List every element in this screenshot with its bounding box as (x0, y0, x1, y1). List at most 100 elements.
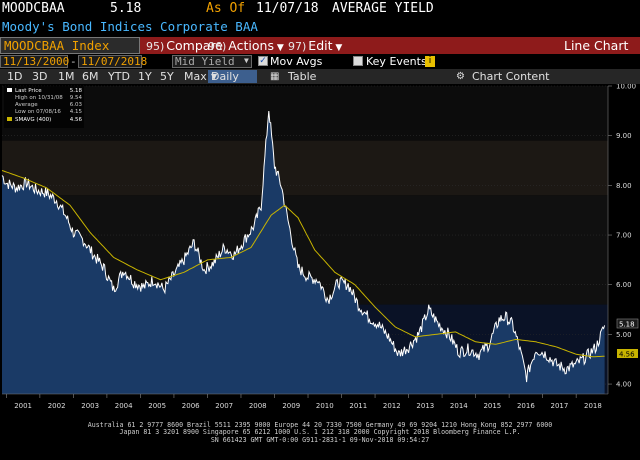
last-price-tag-text: 5.18 (619, 321, 635, 329)
x-tick-label: 2008 (249, 402, 267, 410)
actions-label: Actions (228, 38, 274, 53)
x-tick-label: 2012 (383, 402, 401, 410)
period-5y[interactable]: 5Y (160, 70, 174, 83)
x-tick-label: 2002 (48, 402, 66, 410)
y-tick-label: 4.00 (616, 381, 632, 389)
legend-average-label: Average (15, 102, 38, 108)
actions-number: 96) (208, 40, 227, 53)
chart-content-button[interactable]: Chart Content (472, 70, 550, 83)
price-series-line (1, 110, 606, 383)
compare-label: Compare (166, 38, 223, 53)
table-icon[interactable]: ▦ (270, 71, 280, 82)
x-axis: 2001 2002 2003 2004 2005 2006 2007 2008 2009 2010… (0, 393, 640, 418)
period-1d[interactable]: 1D (7, 70, 23, 83)
field-dropdown-icon[interactable]: ▼ (244, 56, 249, 65)
legend-smavg-value: 4.56 (70, 117, 83, 123)
compare-button[interactable]: 95) Compare (146, 37, 223, 54)
edit-label: Edit (308, 38, 333, 53)
bloomberg-footer: Australia 61 2 9777 8600 Brazil 5511 239… (0, 418, 640, 460)
as-of-label: As Of (206, 1, 246, 16)
header-quote-line: MOODCBAA 5.18 As Of 11/07/18 AVERAGE YIE… (0, 0, 640, 18)
period-1m[interactable]: 1M (58, 70, 75, 83)
x-tick-label: 2018 (584, 402, 602, 410)
legend-high-value: 9.54 (70, 95, 83, 101)
legend-smavg-label: SMAVG (400) (15, 117, 51, 123)
legend-low-label: Low on 07/08/16 (15, 109, 61, 115)
y-tick-label: 5.00 (616, 331, 632, 339)
field-select[interactable]: Mid Yield (172, 55, 252, 68)
security-description: Moody's Bond Indices Corporate BAA (0, 18, 640, 36)
key-events-checkbox[interactable] (353, 56, 363, 66)
x-tick-label: 2017 (550, 402, 568, 410)
legend-low-value: 4.15 (70, 109, 83, 115)
chart-content-icon[interactable]: ⚙ (456, 71, 465, 82)
start-date-input[interactable]: 11/13/2000 (0, 55, 69, 68)
ticker-input[interactable]: MOODCBAA Index (0, 37, 140, 54)
x-tick-label: 2016 (517, 402, 535, 410)
y-tick-label: 8.00 (616, 182, 632, 190)
x-tick-label: 2003 (81, 402, 99, 410)
frequency-dropdown-icon: ▼ (211, 72, 218, 81)
frequency-label: Daily (211, 70, 239, 83)
last-value: 5.18 (110, 1, 142, 16)
frequency-select[interactable]: Daily ▼ (208, 70, 257, 83)
x-tick-label: 2013 (416, 402, 434, 410)
y-tick-label: 7.00 (616, 232, 632, 240)
smavg-tag-text: 4.56 (619, 351, 635, 359)
footer-line-3: SN 661423 GMT GMT-0:00 G911-2831-1 09-No… (210, 435, 430, 444)
legend-box (4, 86, 84, 128)
chart-band-1 (2, 140, 608, 196)
period-1y[interactable]: 1Y (138, 70, 152, 83)
chart-type-label: Line Chart (564, 38, 629, 53)
smavg-tag (617, 349, 638, 358)
key-events-info-icon[interactable]: i (425, 56, 435, 67)
price-area-fill (2, 111, 605, 394)
date-separator: - (70, 55, 77, 68)
mov-avgs-label: Mov Avgs (270, 55, 323, 68)
x-tick-label: 2007 (215, 402, 233, 410)
period-6m[interactable]: 6M (82, 70, 99, 83)
period-selector: 1D 3D 1M 6M YTD 1Y 5Y Max Daily ▼ ▦ Tabl… (0, 69, 640, 84)
y-tick-label: 9.00 (616, 132, 632, 140)
y-tick-label: 6.00 (616, 281, 632, 289)
table-button[interactable]: Table (288, 70, 317, 83)
function-toolbar: 95) Compare 96) Actions ▼ 97) Edit ▼ Line C… (0, 37, 640, 54)
security-name: Moody's Bond Indices Corporate BAA (2, 19, 258, 34)
legend-last-price-label: Last Price (15, 88, 42, 94)
x-tick-label: 2006 (182, 402, 200, 410)
x-tick-label: 2014 (450, 402, 468, 410)
field-label: AVERAGE YIELD (332, 1, 434, 16)
legend-high-label: High on 10/31/08 (15, 95, 63, 101)
actions-dropdown-icon: ▼ (273, 43, 284, 53)
period-ytd[interactable]: YTD (108, 70, 130, 83)
legend-last-price-value: 5.18 (70, 88, 83, 94)
compare-number: 95) (146, 40, 165, 53)
x-tick-label: 2011 (349, 402, 367, 410)
end-date-input[interactable]: 11/07/2018 (78, 55, 147, 68)
footer-line-2: Japan 81 3 3201 8900 Singapore 65 6212 1… (119, 428, 521, 437)
x-tick-label: 2010 (316, 402, 334, 410)
footer-line-1: Australia 61 2 9777 8600 Brazil 5511 239… (87, 421, 553, 429)
edit-button[interactable]: 97) Edit ▼ (288, 37, 342, 54)
y-axis: 10.00 9.00 8.00 7.00 6.00 5.00 4.00 (607, 84, 636, 394)
x-tick-label: 2005 (148, 402, 166, 410)
chart-legend: Last Price 5.18 High on 10/31/08 9.54 Av… (4, 86, 84, 128)
smavg-series-line (1, 170, 605, 358)
period-max[interactable]: Max (184, 70, 207, 83)
legend-smavg-swatch (7, 117, 12, 121)
period-3d[interactable]: 3D (32, 70, 48, 83)
chart-band-0 (2, 86, 608, 141)
y-tick-label: 10.00 (616, 84, 636, 91)
mov-avgs-checkbox[interactable]: ✓ (258, 56, 268, 66)
legend-last-price-swatch (7, 88, 12, 92)
x-tick-label: 2015 (483, 402, 501, 410)
x-tick-label: 2001 (14, 402, 32, 410)
x-tick-label: 2009 (282, 402, 300, 410)
key-events-label: Key Events (366, 55, 427, 68)
yield-chart: 10.00 9.00 8.00 7.00 6.00 5.00 4.00 2001 2002 20… (0, 84, 640, 418)
edit-number: 97) (288, 40, 307, 53)
as-of-date: 11/07/18 (256, 1, 319, 16)
ticker-symbol: MOODCBAA (2, 1, 65, 16)
actions-button[interactable]: 96) Actions ▼ (208, 37, 284, 54)
edit-dropdown-icon: ▼ (332, 43, 343, 53)
